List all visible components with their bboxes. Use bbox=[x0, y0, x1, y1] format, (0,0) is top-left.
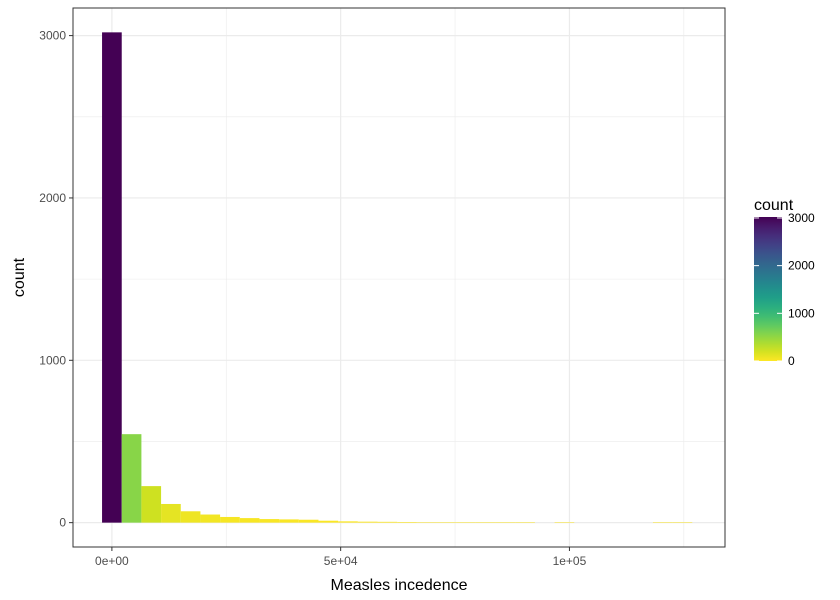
histogram-bar bbox=[652, 522, 673, 523]
legend-tick-label: 2000 bbox=[788, 259, 815, 273]
histogram-bar bbox=[397, 521, 417, 523]
histogram-bar bbox=[495, 522, 516, 523]
histogram-bar bbox=[338, 521, 358, 523]
histogram-bar bbox=[672, 522, 693, 523]
y-tick-label: 1000 bbox=[39, 353, 66, 367]
x-axis-title: Measles incedence bbox=[331, 577, 468, 594]
color-legend: count 0 1000 2000 3000 bbox=[754, 197, 815, 368]
histogram-bar bbox=[554, 522, 575, 523]
histogram-bar bbox=[416, 522, 437, 523]
histogram-bars bbox=[102, 32, 693, 523]
histogram-bar bbox=[220, 516, 240, 523]
histogram-bar bbox=[161, 503, 181, 523]
y-tick-label: 3000 bbox=[39, 29, 66, 43]
panel-border bbox=[72, 7, 726, 548]
legend-ticks: 0 1000 2000 3000 bbox=[754, 211, 815, 368]
legend-tick-label: 3000 bbox=[788, 211, 815, 225]
histogram-bar bbox=[456, 522, 476, 523]
legend-title: count bbox=[754, 197, 794, 214]
y-axis-title: count bbox=[11, 257, 28, 297]
x-tick-label: 5e+04 bbox=[324, 554, 358, 568]
histogram-bar bbox=[298, 519, 319, 523]
histogram-bar bbox=[141, 486, 162, 523]
histogram-bar bbox=[357, 521, 378, 523]
histogram-bar bbox=[180, 511, 201, 523]
histogram-bar bbox=[259, 519, 280, 523]
x-axis: 0e+00 5e+04 1e+05 bbox=[95, 547, 587, 568]
histogram-bar bbox=[121, 434, 142, 523]
legend-tick-label: 1000 bbox=[788, 306, 815, 320]
histogram-bar bbox=[515, 522, 535, 523]
legend-tick-label: 0 bbox=[788, 354, 795, 368]
histogram-bar bbox=[102, 32, 122, 523]
y-axis: 0 1000 2000 3000 bbox=[39, 29, 73, 530]
legend-colorbar bbox=[754, 217, 782, 361]
histogram-bar bbox=[377, 521, 398, 523]
y-tick-label: 0 bbox=[59, 516, 66, 530]
histogram-bar bbox=[279, 519, 299, 523]
y-tick-label: 2000 bbox=[39, 191, 66, 205]
x-tick-label: 0e+00 bbox=[95, 554, 129, 568]
x-tick-label: 1e+05 bbox=[553, 554, 587, 568]
histogram-bar bbox=[239, 518, 260, 523]
histogram-bar bbox=[436, 522, 457, 523]
histogram-bar bbox=[475, 522, 496, 523]
histogram-bar bbox=[200, 514, 221, 523]
histogram-bar bbox=[318, 520, 339, 523]
